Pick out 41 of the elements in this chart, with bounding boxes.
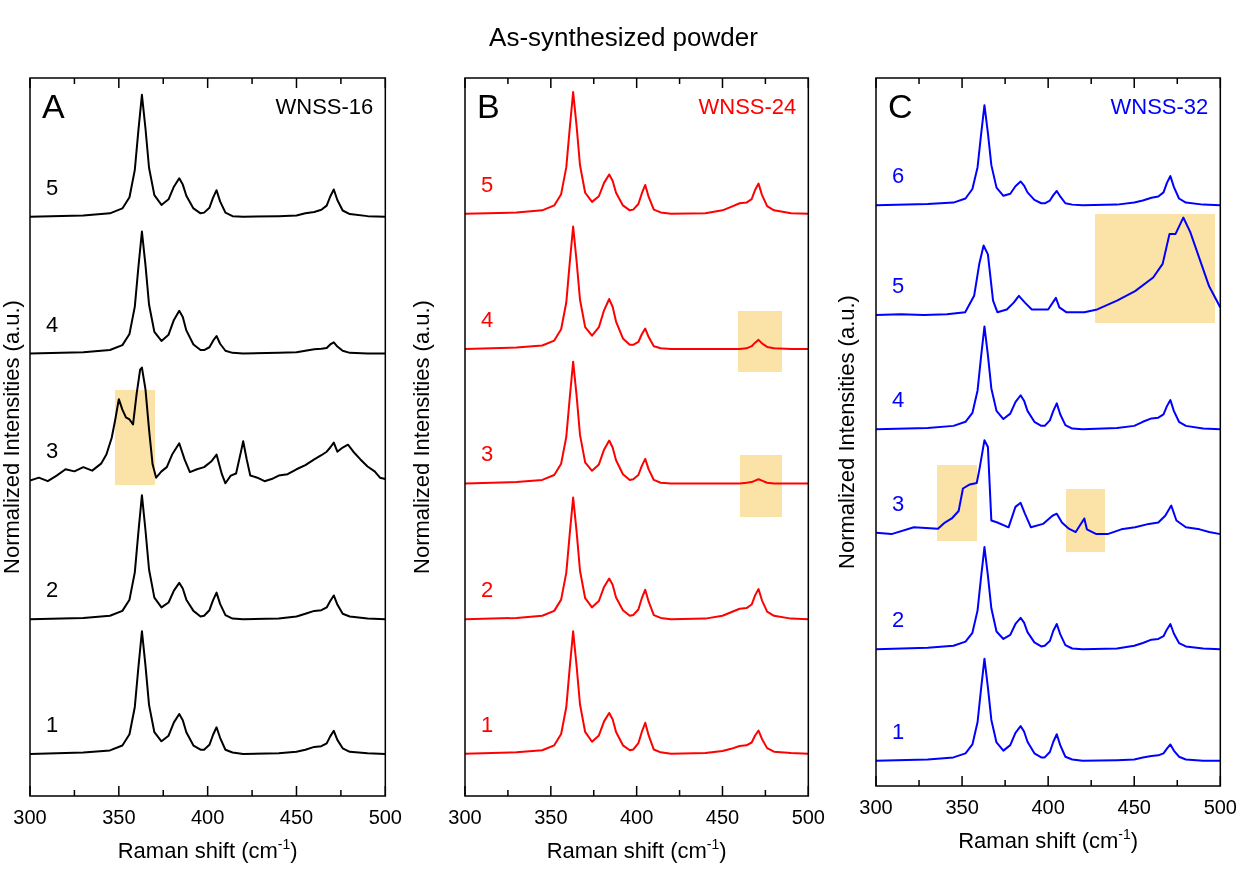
- x-tick-label: 300: [13, 805, 47, 828]
- x-tick-label: 400: [1031, 795, 1065, 818]
- x-tick-label: 450: [279, 805, 314, 828]
- x-tick-label: 300: [859, 795, 893, 818]
- x-tick-label: 450: [705, 805, 740, 828]
- annotation: WNSS-32: [1110, 94, 1209, 119]
- chart-title: As-synthesized powder: [488, 22, 759, 53]
- x-tick-label: 500: [791, 805, 825, 828]
- annotation: C: [888, 87, 913, 125]
- series-label: 5: [891, 272, 905, 298]
- x-tick-label: 500: [1203, 795, 1237, 818]
- x-tick-label: 350: [534, 805, 568, 828]
- annotation: A: [42, 87, 65, 125]
- series-label: 1: [45, 711, 59, 737]
- series-label: 2: [480, 577, 494, 603]
- series-label: 3: [891, 490, 905, 516]
- y-axis-title: Normalized Intensities (a.u.): [834, 295, 860, 569]
- series-label: 4: [45, 311, 59, 337]
- series-label: 4: [891, 387, 905, 413]
- x-tick-label: 450: [1117, 795, 1151, 818]
- x-tick-label: 350: [102, 805, 136, 828]
- x-tick-label: 350: [945, 795, 979, 818]
- series-label: 5: [480, 171, 494, 197]
- x-tick-label: 400: [619, 805, 654, 828]
- x-tick-label: 300: [448, 805, 482, 828]
- series-label: 1: [480, 711, 494, 737]
- series-label: 2: [891, 607, 905, 633]
- x-tick-label: 400: [190, 805, 225, 828]
- annotation: WNSS-24: [698, 94, 797, 119]
- series-label: 3: [45, 438, 59, 464]
- annotation: WNSS-16: [275, 94, 374, 119]
- series-label: 5: [45, 174, 59, 200]
- series-label: 1: [891, 718, 905, 744]
- x-tick-label: 500: [368, 805, 402, 828]
- series-label: 2: [45, 577, 59, 603]
- series-label: 6: [891, 163, 905, 189]
- series-label: 4: [480, 307, 494, 333]
- annotation: B: [477, 87, 500, 125]
- y-axis-title: Normalized Intensities (a.u.): [409, 300, 435, 574]
- y-axis-title: Normalized Intensities (a.u.): [0, 300, 25, 574]
- series-label: 3: [480, 441, 494, 467]
